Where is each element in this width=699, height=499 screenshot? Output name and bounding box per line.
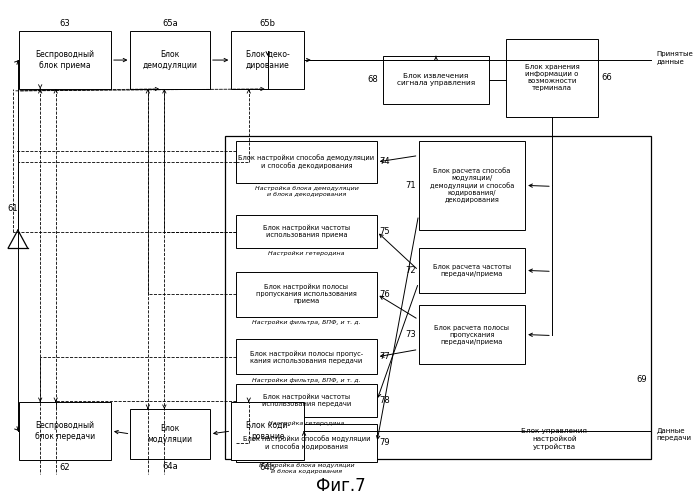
Text: Блок управления
настройкой
устройства: Блок управления настройкой устройства bbox=[521, 428, 587, 450]
Bar bbox=[236, 339, 377, 374]
Text: 71: 71 bbox=[405, 181, 416, 190]
Bar bbox=[419, 305, 525, 364]
Text: 62: 62 bbox=[59, 463, 70, 472]
Text: Беспроводный
блок передачи: Беспроводный блок передачи bbox=[35, 421, 95, 441]
Bar bbox=[19, 402, 111, 460]
Bar bbox=[231, 402, 304, 460]
Text: Блок извлечения
сигнала управления: Блок извлечения сигнала управления bbox=[397, 73, 475, 86]
Text: 61: 61 bbox=[8, 204, 18, 213]
Text: Блок
демодуляции: Блок демодуляции bbox=[143, 50, 198, 70]
Bar bbox=[131, 409, 210, 459]
Text: Блок расчета частоты
передачи/приема: Блок расчета частоты передачи/приема bbox=[433, 264, 511, 277]
Text: 79: 79 bbox=[380, 439, 390, 448]
Text: 69: 69 bbox=[637, 375, 647, 384]
Text: 75: 75 bbox=[380, 227, 390, 236]
Bar bbox=[382, 56, 489, 104]
Text: Блок расчета способа
модуляции/
демодуляции и способа
кодирования/
декодирования: Блок расчета способа модуляции/ демодуля… bbox=[430, 168, 514, 203]
Text: 63: 63 bbox=[59, 19, 71, 28]
Text: Блок настройки способа демодуляции
и способа декодирования: Блок настройки способа демодуляции и спо… bbox=[238, 155, 375, 169]
Bar bbox=[236, 141, 377, 183]
Text: Блок деко-
дирование: Блок деко- дирование bbox=[246, 50, 289, 70]
Bar bbox=[236, 215, 377, 248]
Bar bbox=[131, 31, 210, 89]
Text: 64b: 64b bbox=[259, 463, 275, 472]
Text: 76: 76 bbox=[380, 290, 391, 299]
Text: Данные
передачи: Данные передачи bbox=[656, 428, 691, 441]
Text: 74: 74 bbox=[380, 158, 390, 167]
Text: 68: 68 bbox=[367, 75, 377, 84]
Text: 73: 73 bbox=[405, 330, 416, 339]
Text: Настройки фильтра, БПФ, и т. д.: Настройки фильтра, БПФ, и т. д. bbox=[252, 378, 361, 383]
Text: Блок
модуляции: Блок модуляции bbox=[147, 424, 193, 444]
Bar bbox=[231, 31, 304, 89]
Text: 78: 78 bbox=[380, 396, 391, 405]
Text: Настройка гетеродина: Настройка гетеродина bbox=[268, 421, 345, 426]
Bar bbox=[19, 31, 111, 89]
Text: 65b: 65b bbox=[259, 19, 275, 28]
Bar bbox=[236, 272, 377, 317]
Text: Настройка блока демодуляции
и блока декодирования: Настройка блока демодуляции и блока деко… bbox=[254, 186, 359, 197]
Text: 72: 72 bbox=[405, 266, 416, 275]
Text: Настройки гетеродина: Настройки гетеродина bbox=[268, 251, 345, 256]
Text: Блок настройки полосы
пропускания использования
приема: Блок настройки полосы пропускания исполь… bbox=[256, 284, 357, 304]
Text: Принятые
данные: Принятые данные bbox=[656, 50, 693, 63]
Bar bbox=[236, 424, 377, 462]
Text: 77: 77 bbox=[380, 352, 391, 361]
Text: Беспроводный
блок приема: Беспроводный блок приема bbox=[36, 50, 94, 70]
Text: Блок хранения
информации о
возможности
терминала: Блок хранения информации о возможности т… bbox=[524, 64, 579, 91]
Bar bbox=[506, 39, 598, 117]
Text: Блок настройки полосы пропус-
кания использования передачи: Блок настройки полосы пропус- кания испо… bbox=[250, 350, 363, 364]
Text: Блок настройки частоты
использования передачи: Блок настройки частоты использования пер… bbox=[262, 394, 351, 407]
Text: 66: 66 bbox=[602, 73, 612, 82]
Bar bbox=[236, 384, 377, 417]
Text: Настройка блока модуляции
и блока кодирования: Настройка блока модуляции и блока кодиро… bbox=[259, 464, 354, 474]
Text: 64а: 64а bbox=[162, 462, 178, 471]
Text: Настройки фильтра, БПФ, и т. д.: Настройки фильтра, БПФ, и т. д. bbox=[252, 320, 361, 325]
Text: Блок коди-
рование: Блок коди- рование bbox=[245, 421, 289, 441]
Bar bbox=[224, 136, 651, 459]
Text: Блок настройки способа модуляции
и способа кодирования: Блок настройки способа модуляции и спосо… bbox=[243, 436, 370, 450]
Text: Блок расчета полосы
пропускания
передачи/приема: Блок расчета полосы пропускания передачи… bbox=[434, 324, 510, 344]
Text: Блок настройки частоты
использования приема: Блок настройки частоты использования при… bbox=[263, 225, 350, 239]
Bar bbox=[419, 141, 525, 230]
Bar bbox=[419, 248, 525, 293]
Text: Фиг.7: Фиг.7 bbox=[316, 477, 366, 495]
Text: 65а: 65а bbox=[162, 19, 178, 28]
